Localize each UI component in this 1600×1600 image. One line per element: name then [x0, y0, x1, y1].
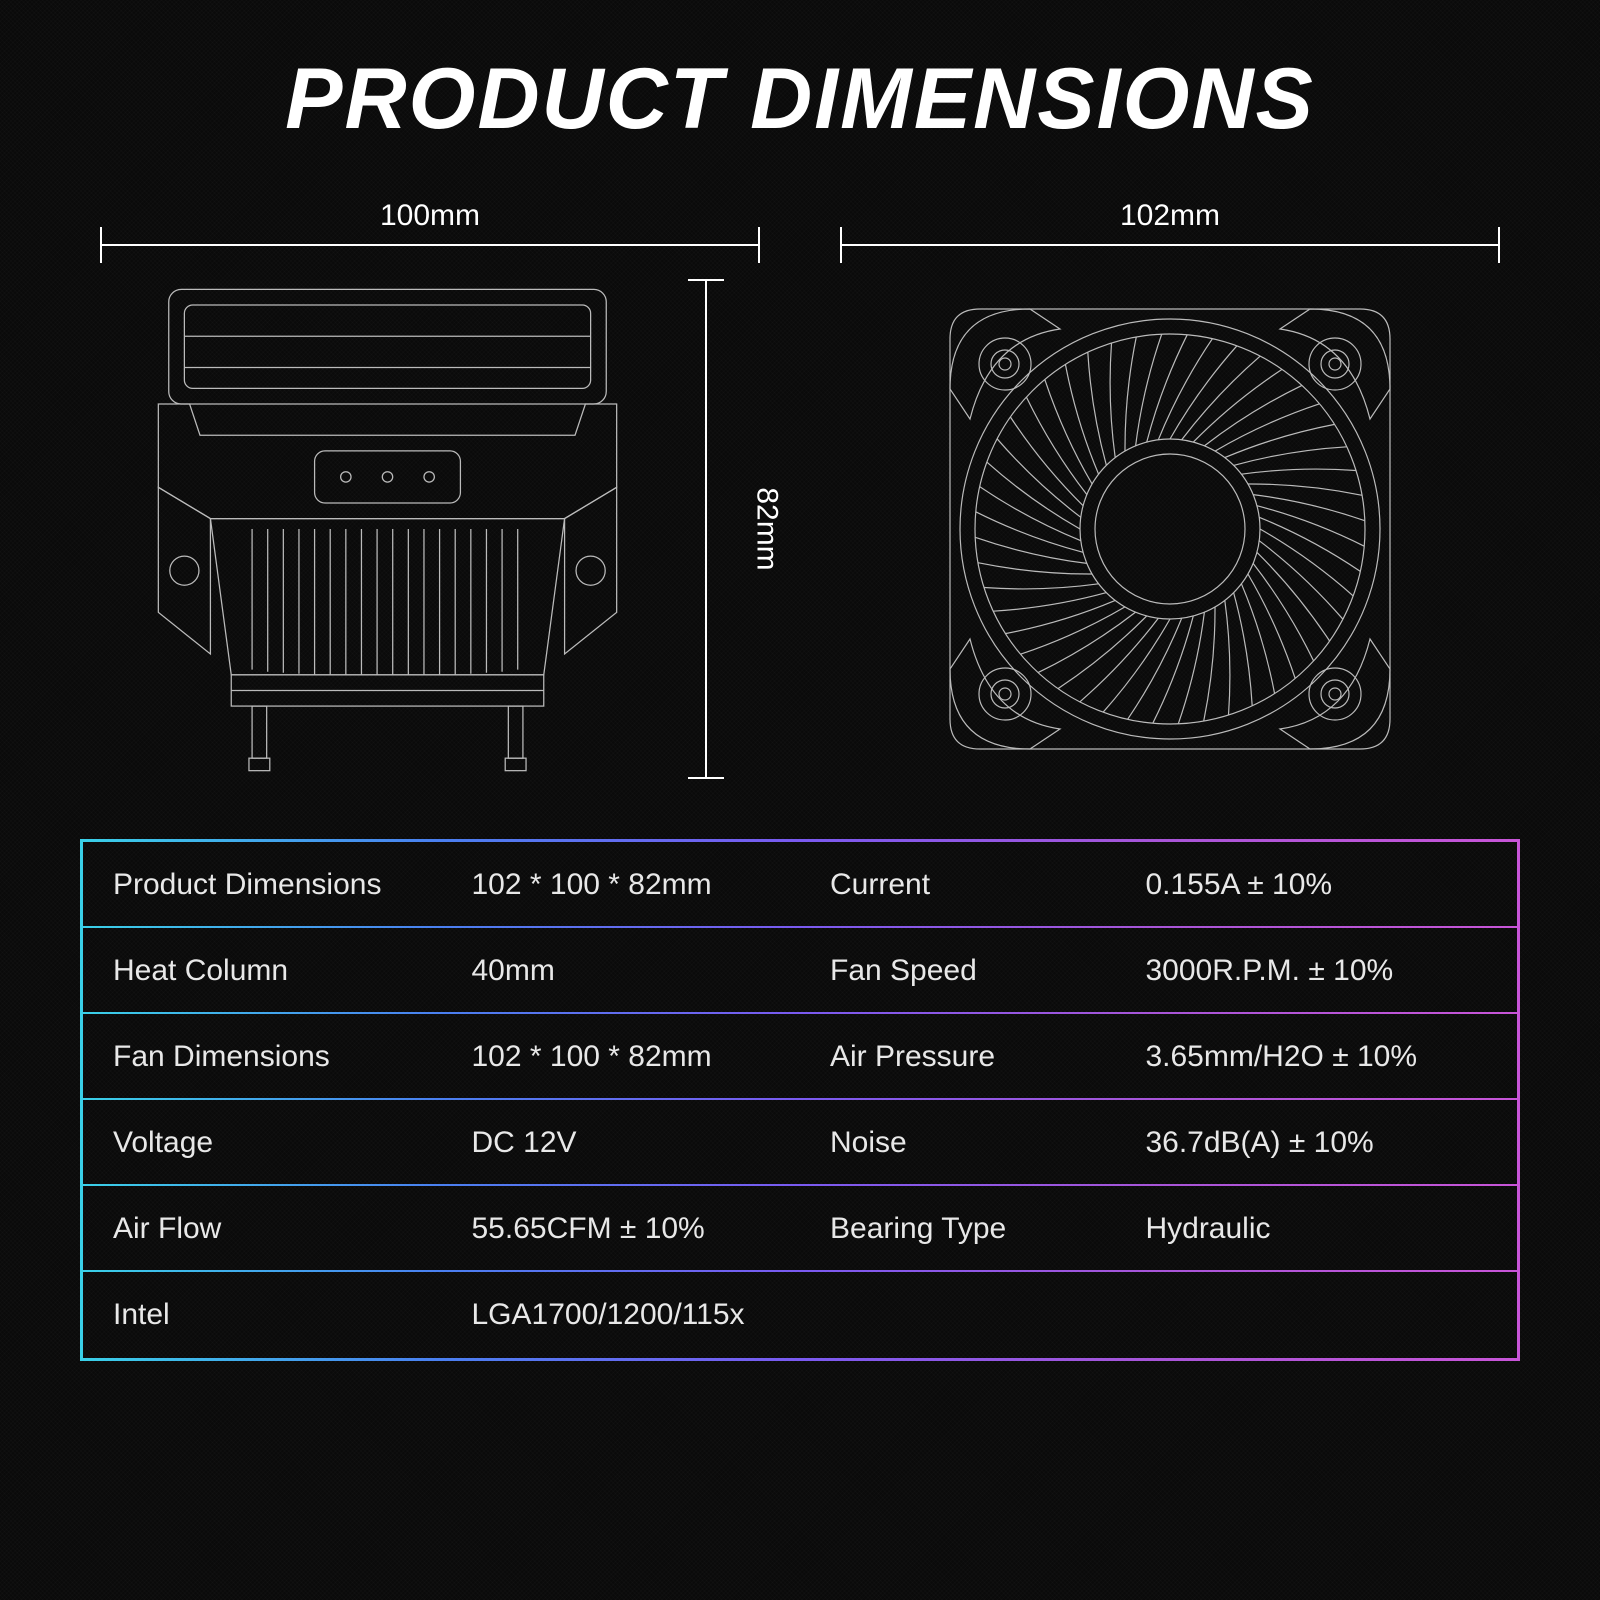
table-row: Air Flow55.65CFM ± 10%Bearing TypeHydrau…	[83, 1186, 1517, 1272]
top-view-drawing	[840, 279, 1500, 779]
spec-cell: LGA1700/1200/115x	[442, 1298, 801, 1332]
width-label: 100mm	[380, 199, 480, 233]
spec-cell: Air Flow	[83, 1212, 442, 1246]
depth-label: 102mm	[1120, 199, 1220, 233]
spec-cell: 102 * 100 * 82mm	[442, 1040, 801, 1074]
spec-cell: Intel	[83, 1298, 442, 1332]
side-view-drawing	[100, 279, 675, 779]
top-view-diagram: 102mm	[840, 199, 1500, 779]
spec-cell: Air Pressure	[800, 1040, 1115, 1074]
spec-cell: Bearing Type	[800, 1212, 1115, 1246]
spec-cell: Fan Dimensions	[83, 1040, 442, 1074]
height-label: 82mm	[750, 487, 784, 570]
spec-cell: 36.7dB(A) ± 10%	[1115, 1126, 1517, 1160]
spec-cell: 3000R.P.M. ± 10%	[1115, 954, 1517, 988]
spec-table-border: Product Dimensions102 * 100 * 82mmCurren…	[80, 839, 1520, 1361]
spec-cell: 102 * 100 * 82mm	[442, 868, 801, 902]
cooler-side-wireframe-icon	[100, 279, 675, 779]
spec-cell: Current	[800, 868, 1115, 902]
spec-table: Product Dimensions102 * 100 * 82mmCurren…	[83, 842, 1517, 1358]
spec-cell: 0.155A ± 10%	[1115, 868, 1517, 902]
table-row: Product Dimensions102 * 100 * 82mmCurren…	[83, 842, 1517, 928]
cooler-top-wireframe-icon	[840, 279, 1500, 779]
spec-cell: DC 12V	[442, 1126, 801, 1160]
spec-cell: Heat Column	[83, 954, 442, 988]
spec-cell: Voltage	[83, 1126, 442, 1160]
spec-cell: Product Dimensions	[83, 868, 442, 902]
table-row: VoltageDC 12VNoise36.7dB(A) ± 10%	[83, 1100, 1517, 1186]
table-row: Heat Column40mmFan Speed3000R.P.M. ± 10%	[83, 928, 1517, 1014]
spec-cell: 40mm	[442, 954, 801, 988]
height-dimension: 82mm	[690, 279, 760, 779]
page-title: PRODUCT DIMENSIONS	[80, 50, 1520, 149]
spec-cell: Noise	[800, 1126, 1115, 1160]
spec-cell: Fan Speed	[800, 954, 1115, 988]
spec-cell: 3.65mm/H2O ± 10%	[1115, 1040, 1517, 1074]
width-dimension: 100mm	[100, 199, 760, 269]
side-view-diagram: 100mm	[100, 199, 760, 779]
spec-cell: 55.65CFM ± 10%	[442, 1212, 801, 1246]
table-row: IntelLGA1700/1200/115x	[83, 1272, 1517, 1358]
table-row: Fan Dimensions102 * 100 * 82mmAir Pressu…	[83, 1014, 1517, 1100]
diagram-area: 100mm	[80, 199, 1520, 779]
spec-cell: Hydraulic	[1115, 1212, 1517, 1246]
depth-dimension: 102mm	[840, 199, 1500, 269]
